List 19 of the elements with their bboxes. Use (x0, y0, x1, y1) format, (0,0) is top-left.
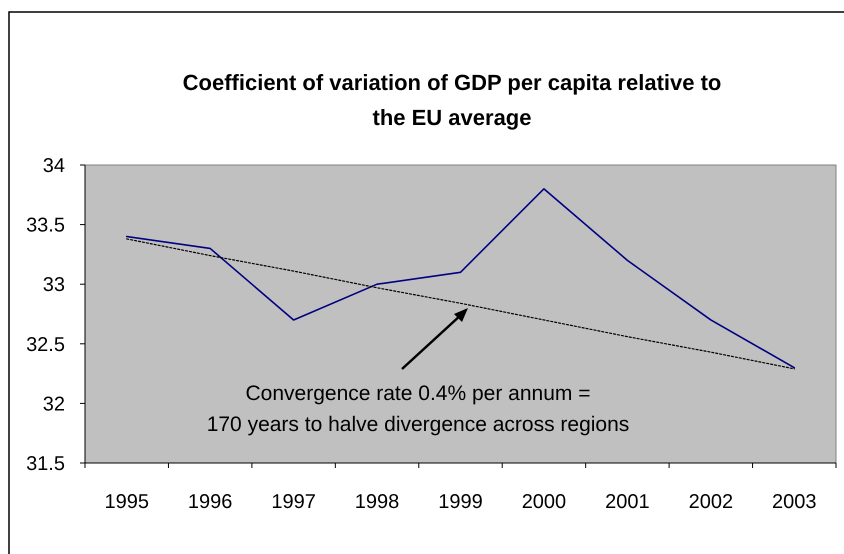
y-tick-label: 31.5 (26, 453, 65, 475)
x-tick-label: 2002 (688, 491, 734, 513)
line-series (126, 238, 795, 370)
x-tick-label: 1996 (188, 491, 232, 513)
line-series (126, 188, 796, 368)
x-tick-label: 2001 (605, 491, 650, 513)
x-tick-label: 1997 (271, 491, 316, 513)
chart-title: Coefficient of variation of GDP per capita relative to the EU average (182, 70, 722, 130)
x-tick-label: 1999 (438, 491, 483, 513)
y-tick-label: 34 (42, 155, 65, 177)
y-tick-label: 32 (42, 393, 65, 416)
annotation: Convergence rate 0.4% per annum = 170 years to halve divergence across regions (206, 382, 630, 436)
y-tick-label: 33.5 (26, 214, 65, 237)
x-tick-label: 2003 (772, 491, 817, 513)
x-tick-label: 2000 (522, 491, 566, 513)
y-tick-label: 32.5 (26, 334, 65, 356)
x-tick-label: 1995 (104, 491, 149, 513)
x-tick-label: 1998 (354, 491, 400, 513)
y-tick-label: 33 (42, 274, 65, 296)
